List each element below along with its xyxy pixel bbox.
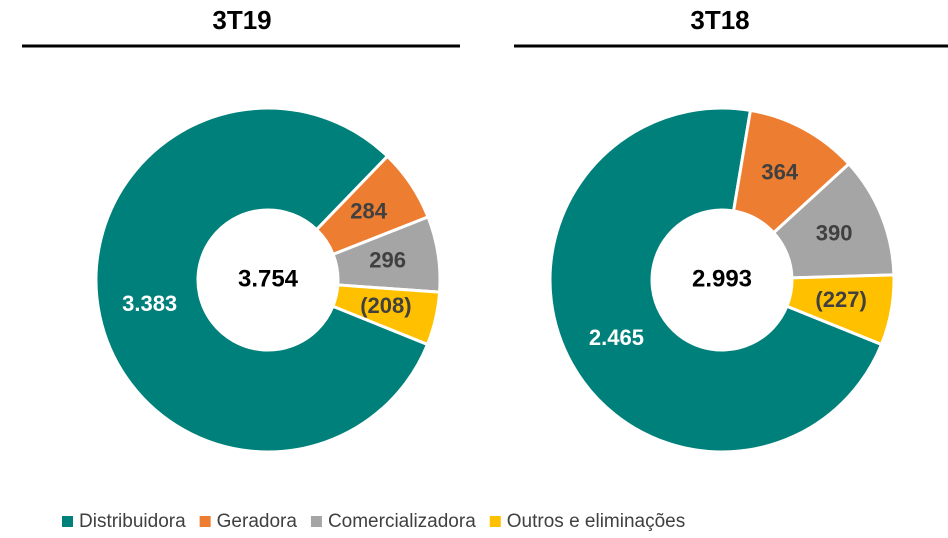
data-label: 3.383 bbox=[122, 291, 177, 316]
donut-slice bbox=[548, 106, 884, 454]
legend-swatch bbox=[62, 516, 73, 527]
chart-title: 3T19 bbox=[212, 5, 271, 35]
total-label: 2.993 bbox=[692, 265, 752, 292]
data-label: 296 bbox=[369, 247, 406, 272]
data-label: 2.465 bbox=[589, 325, 644, 350]
donut-slice bbox=[94, 106, 430, 454]
legend-label: Outros e eliminações bbox=[507, 511, 685, 532]
legend-swatch bbox=[199, 516, 211, 527]
donut-slice bbox=[330, 283, 442, 347]
legend-label: Comercializadora bbox=[328, 511, 476, 532]
legend-swatch bbox=[310, 516, 322, 527]
chart-title: 3T18 bbox=[690, 5, 749, 35]
data-label: (208) bbox=[360, 293, 411, 318]
donut-slice bbox=[784, 273, 896, 347]
data-label: 364 bbox=[761, 160, 798, 185]
legend-swatch bbox=[489, 516, 501, 527]
legend-label: Geradora bbox=[217, 511, 298, 532]
data-label: 390 bbox=[816, 220, 853, 245]
data-label: 284 bbox=[350, 199, 387, 224]
legend-label: Distribuidora bbox=[79, 511, 186, 532]
data-label: (227) bbox=[815, 287, 866, 312]
total-label: 3.754 bbox=[238, 265, 299, 292]
